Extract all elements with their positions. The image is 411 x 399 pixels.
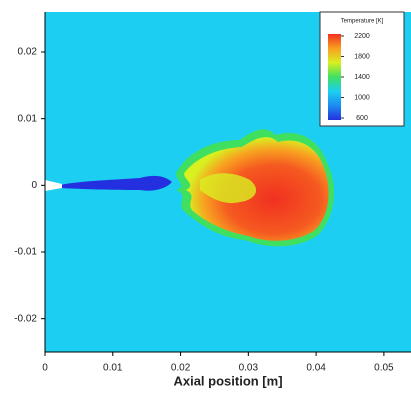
y-tick-label: -0.01 <box>14 247 37 258</box>
y-tick-label: -0.02 <box>14 313 37 324</box>
x-tick-label: 0.04 <box>306 363 326 374</box>
colorbar-tick-label: 1000 <box>354 94 370 101</box>
flame-field <box>45 129 335 247</box>
y-tick-label: 0.02 <box>18 47 38 58</box>
colorbar-tick-label: 1400 <box>354 74 370 81</box>
colorbar-title: Temperature [K] <box>341 19 384 25</box>
x-tick-label: 0.01 <box>103 363 123 374</box>
x-tick-label: 0.02 <box>171 363 191 374</box>
colorbar-tick-label: 1800 <box>354 53 370 60</box>
colorbar-tick-label: 2200 <box>354 33 370 40</box>
x-tick-label: 0.05 <box>374 363 394 374</box>
x-tick-label: 0.03 <box>239 363 259 374</box>
y-tick-label: 0 <box>31 180 37 191</box>
colorbar <box>328 34 341 120</box>
colorbar-tick-label: 600 <box>356 115 368 122</box>
y-tick-label: 0.01 <box>18 113 38 124</box>
x-tick-label: 0 <box>42 363 48 374</box>
x-axis-label: Axial position [m] <box>173 373 282 388</box>
